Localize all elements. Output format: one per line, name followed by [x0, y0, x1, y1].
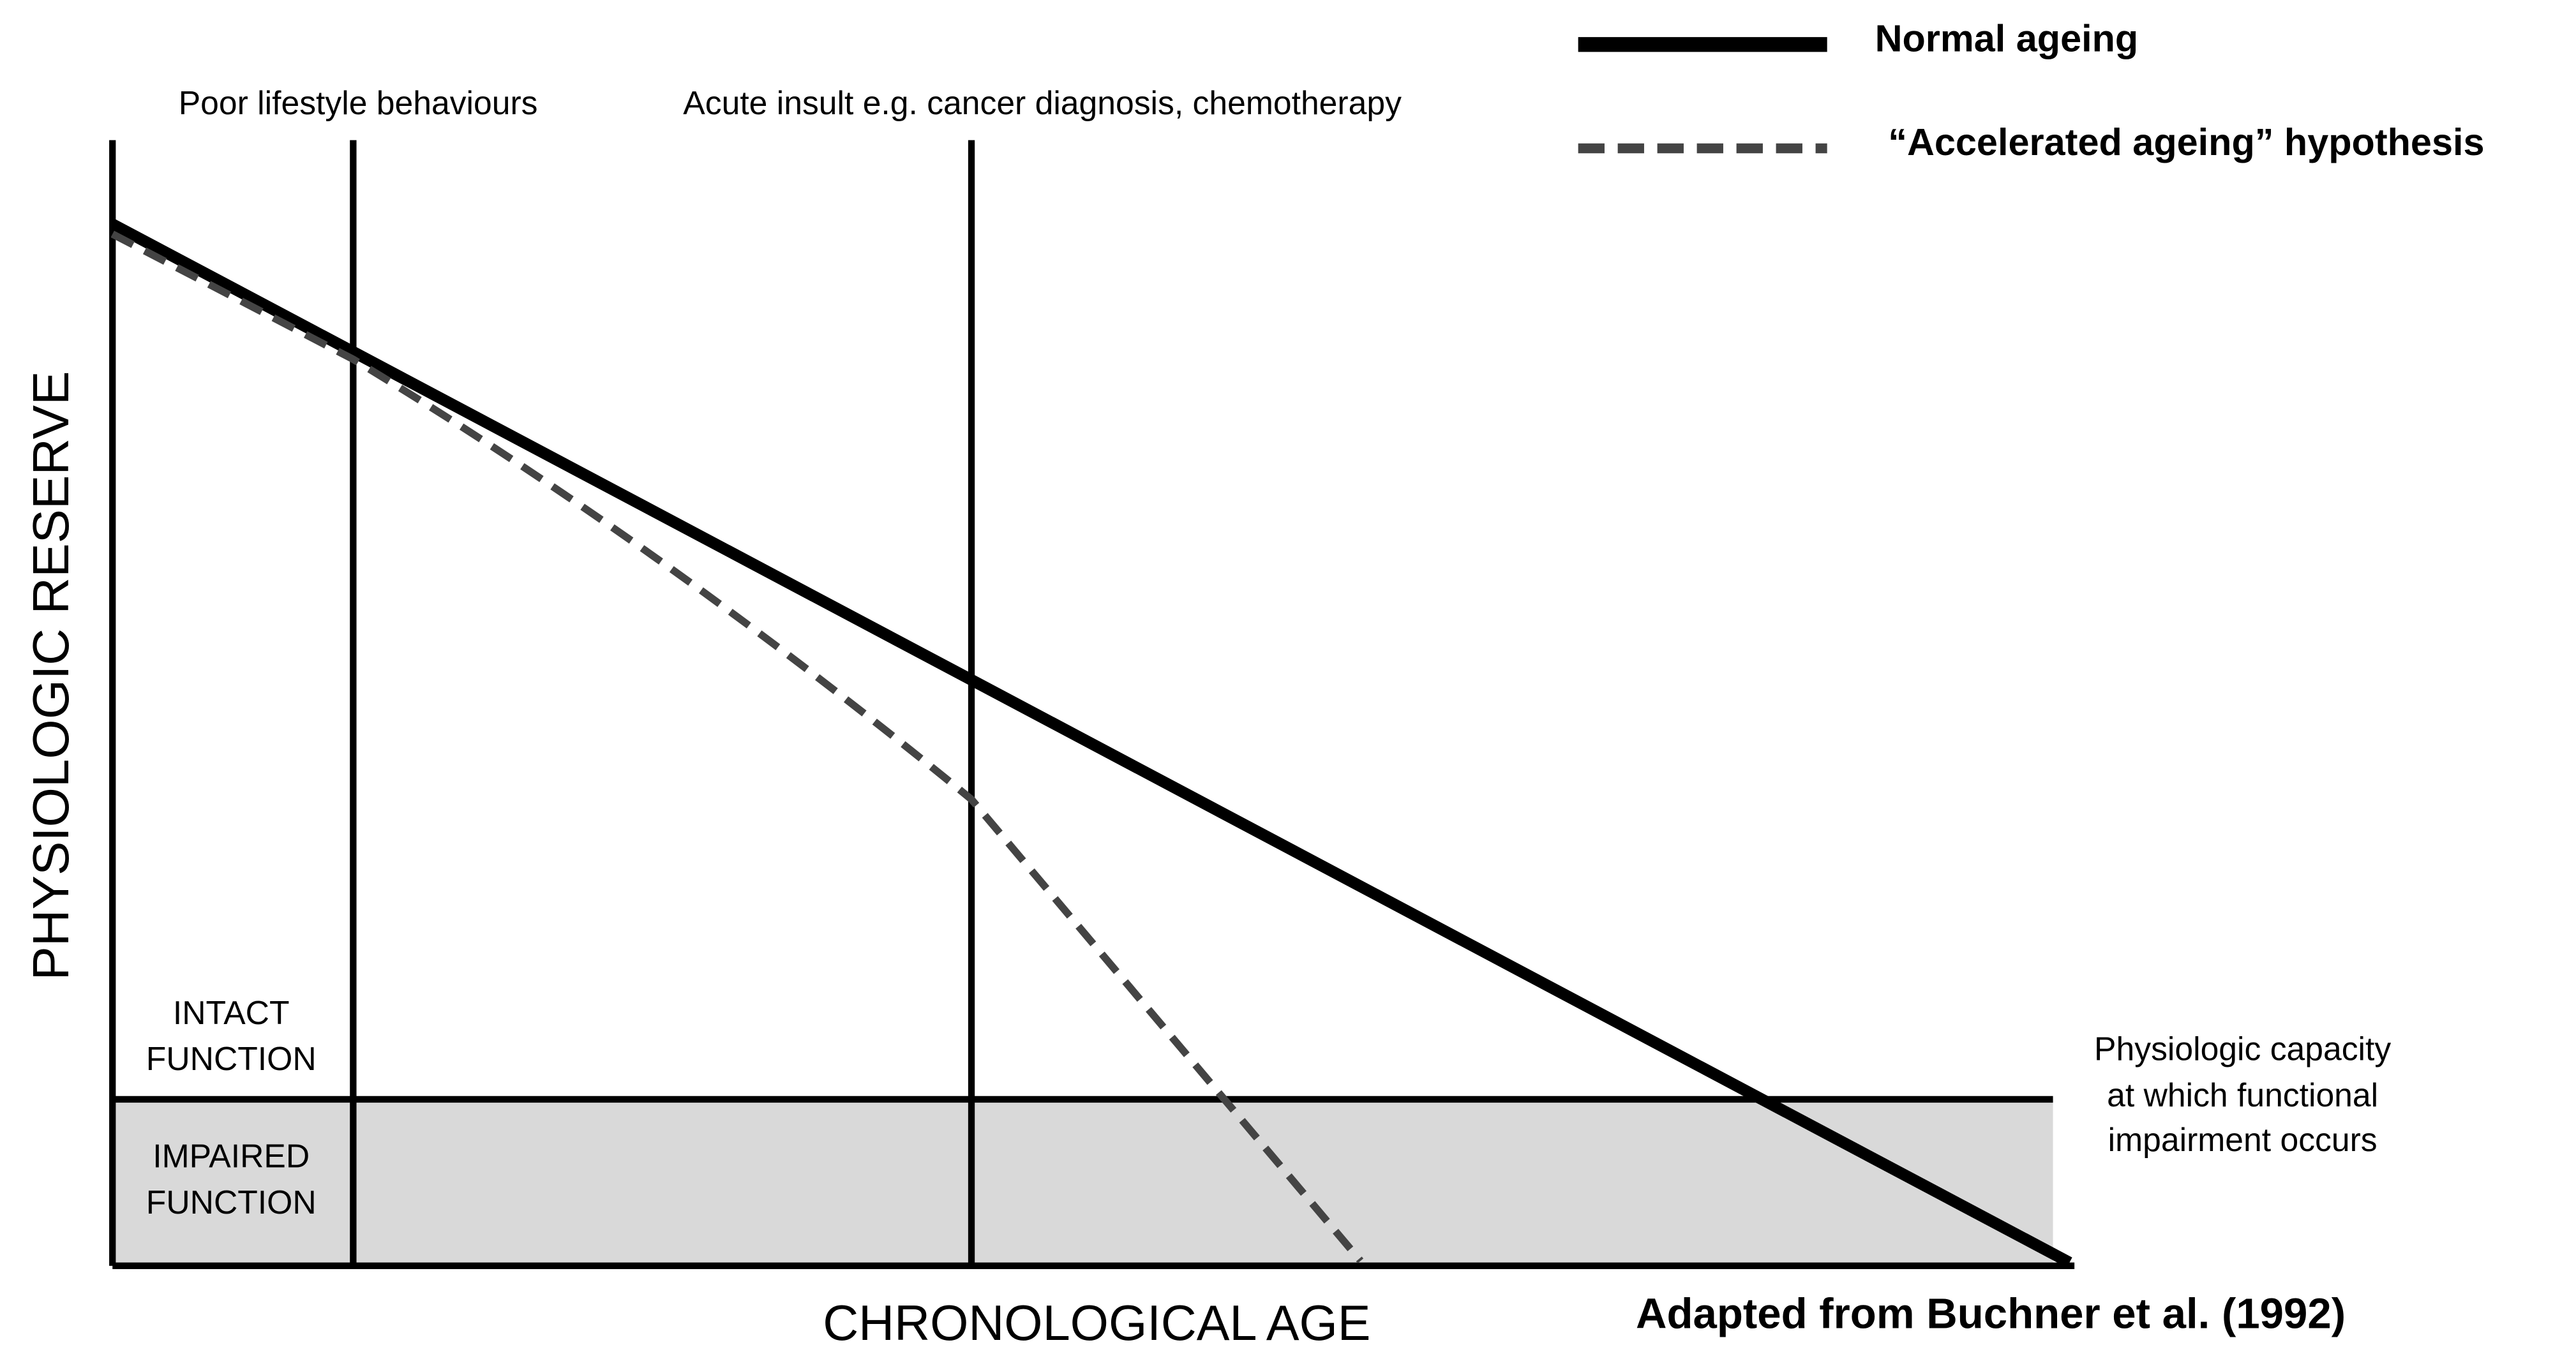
threshold-label: impairment occurs	[2108, 1121, 2378, 1158]
legend-label: Normal ageing	[1875, 17, 2139, 59]
event-label: Poor lifestyle behaviours	[179, 84, 538, 121]
accelerated-ageing-line	[110, 230, 1364, 1263]
normal-ageing-line	[109, 219, 2072, 1268]
threshold-label: Physiologic capacity	[2094, 1030, 2391, 1067]
source-note: Adapted from Buchner et al. (1992)	[1636, 1290, 2346, 1338]
x-axis-label: CHRONOLOGICAL AGE	[823, 1296, 1370, 1351]
zone-label: FUNCTION	[146, 1184, 317, 1221]
impaired-zone	[112, 1099, 2053, 1266]
legend-label: “Accelerated ageing” hypothesis	[1888, 121, 2484, 163]
zone-label: FUNCTION	[146, 1040, 317, 1077]
event-label: Acute insult e.g. cancer diagnosis, chem…	[683, 84, 1402, 121]
zone-label: IMPAIRED	[153, 1138, 310, 1175]
threshold-label: at which functional	[2107, 1076, 2378, 1113]
zone-label: INTACT	[173, 994, 290, 1031]
y-axis-label: PHYSIOLOGIC RESERVE	[22, 371, 79, 981]
